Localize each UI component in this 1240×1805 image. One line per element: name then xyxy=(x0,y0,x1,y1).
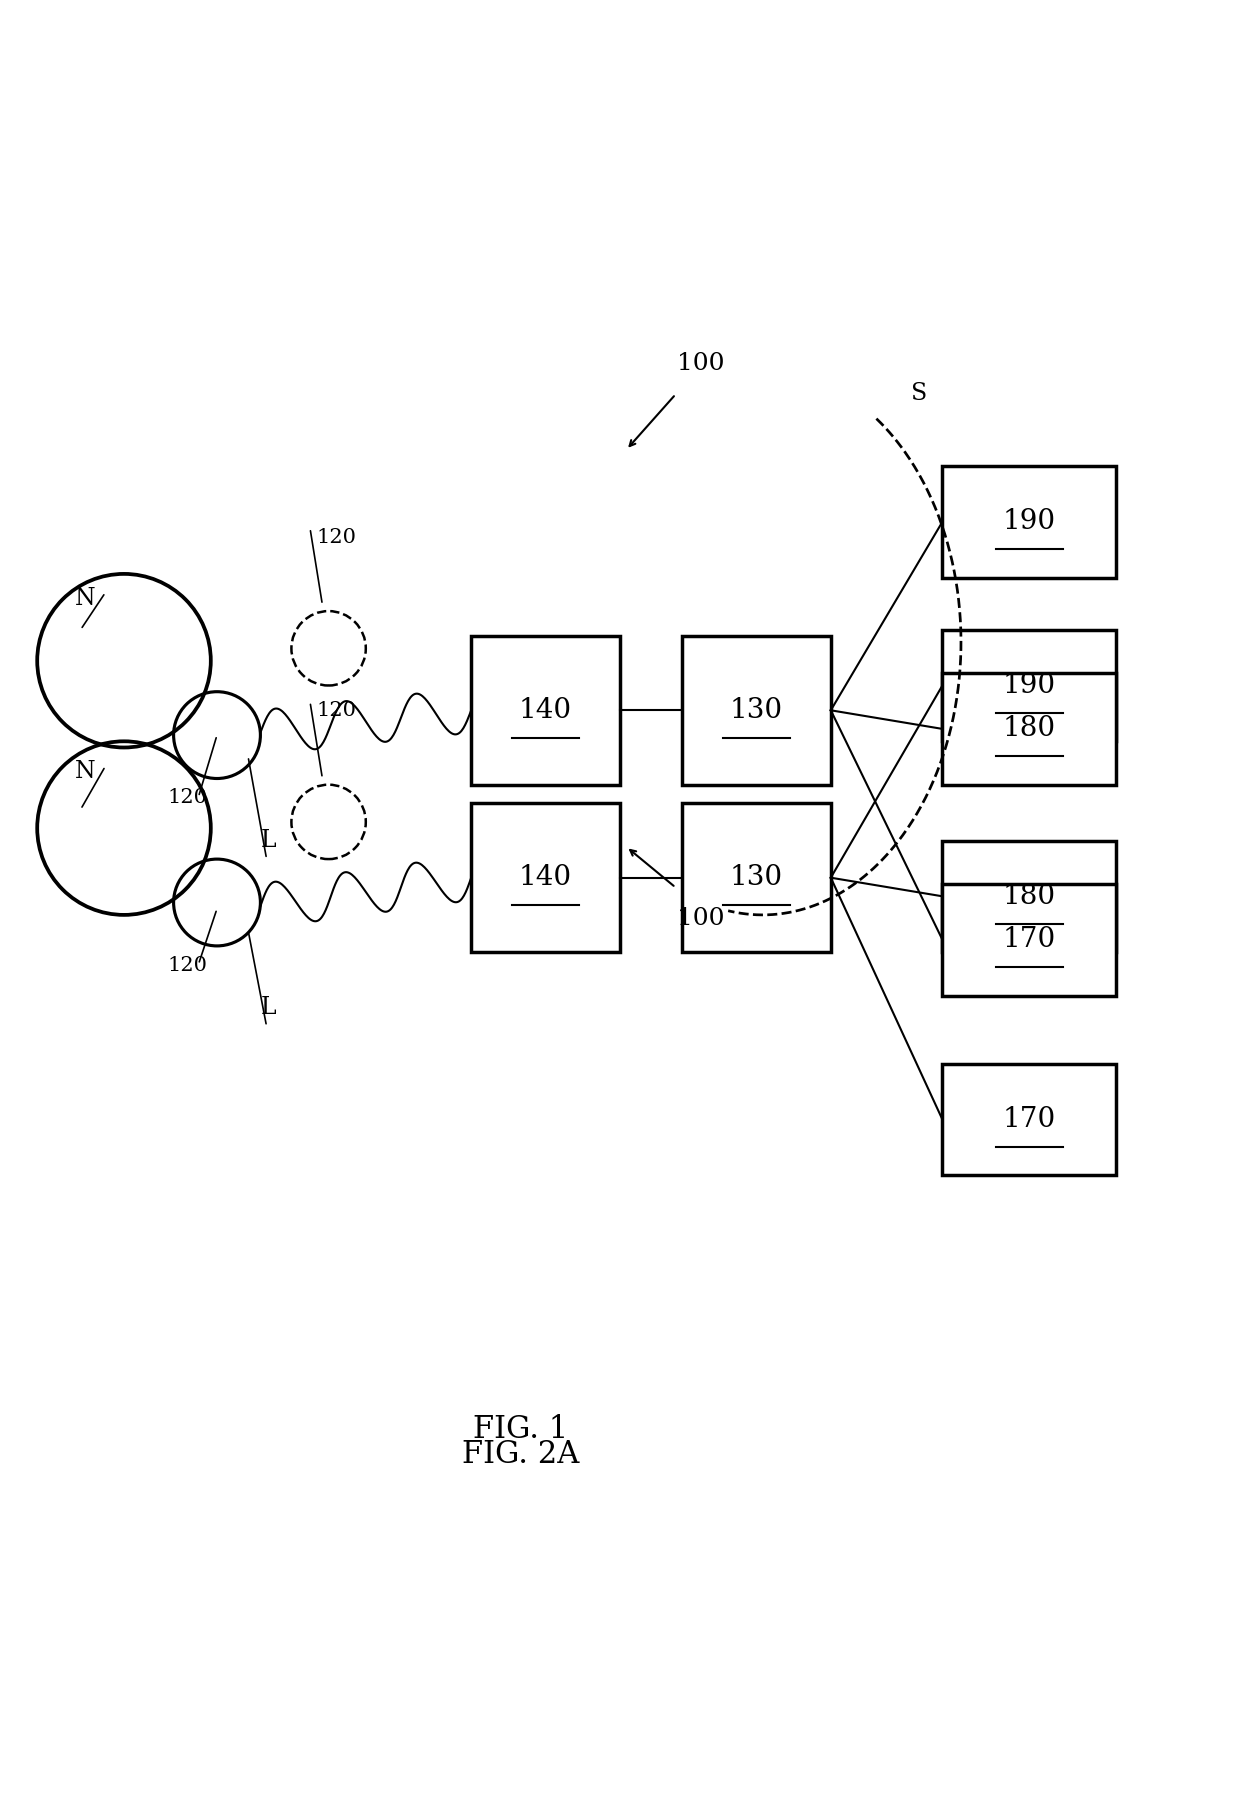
Text: S: S xyxy=(911,383,928,406)
Text: 140: 140 xyxy=(520,865,572,892)
FancyBboxPatch shape xyxy=(682,635,831,785)
Text: FIG. 2A: FIG. 2A xyxy=(463,1439,579,1469)
FancyBboxPatch shape xyxy=(942,1063,1116,1175)
Text: L: L xyxy=(260,828,277,852)
Text: N: N xyxy=(74,587,95,610)
FancyBboxPatch shape xyxy=(942,884,1116,996)
Text: 190: 190 xyxy=(1003,671,1055,699)
Text: 100: 100 xyxy=(677,908,724,930)
Text: 120: 120 xyxy=(316,702,356,720)
Text: 100: 100 xyxy=(677,352,724,375)
FancyBboxPatch shape xyxy=(471,803,620,951)
Text: 180: 180 xyxy=(1003,883,1055,910)
Text: 130: 130 xyxy=(730,697,782,724)
Text: 120: 120 xyxy=(316,527,356,547)
Text: 180: 180 xyxy=(1003,715,1055,742)
Text: 190: 190 xyxy=(1003,509,1055,536)
Text: L: L xyxy=(260,996,277,1020)
FancyBboxPatch shape xyxy=(471,635,620,785)
Text: 170: 170 xyxy=(1003,1106,1055,1134)
FancyBboxPatch shape xyxy=(942,673,1116,785)
Text: FIG. 1: FIG. 1 xyxy=(474,1413,568,1446)
FancyBboxPatch shape xyxy=(942,466,1116,578)
FancyBboxPatch shape xyxy=(942,841,1116,951)
Text: N: N xyxy=(74,760,95,783)
FancyBboxPatch shape xyxy=(682,803,831,951)
Text: 120: 120 xyxy=(167,955,207,975)
Text: 130: 130 xyxy=(730,865,782,892)
Text: 120: 120 xyxy=(167,789,207,807)
Text: 170: 170 xyxy=(1003,926,1055,953)
FancyBboxPatch shape xyxy=(942,630,1116,742)
Text: 140: 140 xyxy=(520,697,572,724)
